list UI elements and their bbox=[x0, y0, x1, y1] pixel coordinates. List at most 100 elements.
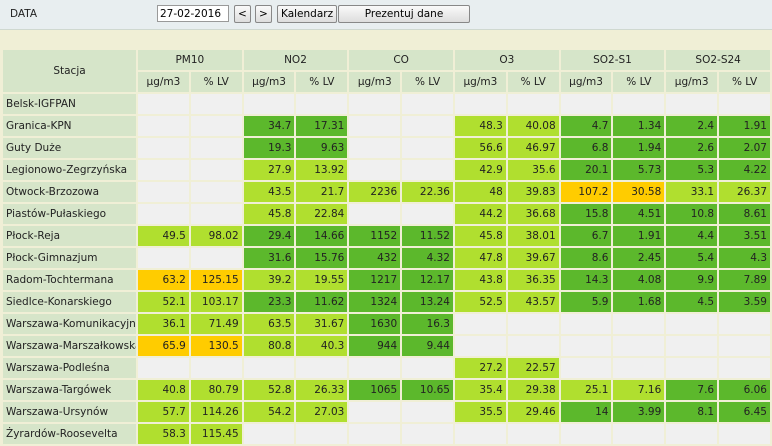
value-cell: 52.8 bbox=[243, 380, 295, 400]
value-cell: 3.51 bbox=[719, 226, 770, 246]
value-cell bbox=[507, 314, 559, 334]
value-cell: 16.3 bbox=[402, 314, 453, 334]
value-cell: 36.68 bbox=[507, 204, 559, 224]
pollutant-header: SO2-S1 bbox=[560, 50, 665, 70]
value-cell bbox=[507, 336, 559, 356]
value-cell: 9.9 bbox=[666, 270, 718, 290]
value-cell: 44.2 bbox=[454, 204, 506, 224]
value-cell bbox=[454, 94, 506, 114]
value-cell bbox=[190, 160, 242, 180]
value-cell: 52.1 bbox=[138, 292, 189, 312]
value-cell bbox=[349, 204, 401, 224]
pollutant-header: SO2-S24 bbox=[666, 50, 770, 70]
value-cell: 29.38 bbox=[507, 380, 559, 400]
value-cell: 10.65 bbox=[402, 380, 453, 400]
value-cell: 10.8 bbox=[666, 204, 718, 224]
station-name: Belsk-IGFPAN bbox=[3, 94, 136, 114]
station-name: Warszawa-Targówek bbox=[3, 380, 136, 400]
value-cell bbox=[190, 358, 242, 378]
value-cell: 80.79 bbox=[190, 380, 242, 400]
value-cell: 42.9 bbox=[454, 160, 506, 180]
value-cell: 80.8 bbox=[243, 336, 295, 356]
station-name: Siedlce-Konarskiego bbox=[3, 292, 136, 312]
value-cell: 45.8 bbox=[243, 204, 295, 224]
station-name: Granica-KPN bbox=[3, 116, 136, 136]
station-row: Płock-Gimnazjum 31.6 15.76 432 4.32 47.8 39.67… bbox=[3, 248, 770, 268]
value-cell bbox=[243, 358, 295, 378]
value-cell: 56.6 bbox=[454, 138, 506, 158]
value-cell: 33.1 bbox=[666, 182, 718, 202]
station-row: Warszawa-Podleśna 27.2 22.57 bbox=[3, 358, 770, 378]
station-name: Żyrardów-Roosevelta bbox=[3, 424, 136, 444]
station-row: Warszawa-Komunikacyjna 36.1 71.49 63.5 31.67… bbox=[3, 314, 770, 334]
value-cell bbox=[349, 358, 401, 378]
date-label: DATA bbox=[10, 8, 38, 20]
value-cell bbox=[349, 116, 401, 136]
header-row: Stacja PM10 NO2 CO O3 SO2-S1 SO2-S24 bbox=[3, 50, 770, 92]
prev-button[interactable]: < bbox=[234, 5, 251, 23]
value-cell: 17.31 bbox=[296, 116, 348, 136]
value-cell: 4.32 bbox=[402, 248, 453, 268]
station-name: Otwock-Brzozowa bbox=[3, 182, 136, 202]
station-row: Granica-KPN 34.7 17.31 48.3 40.08 4.7 1.34 2.4 1… bbox=[3, 116, 770, 136]
value-cell: 7.16 bbox=[613, 380, 665, 400]
value-cell: 26.37 bbox=[719, 182, 770, 202]
unit-header: % LV bbox=[507, 72, 559, 92]
value-cell bbox=[666, 94, 718, 114]
unit-header: % LV bbox=[613, 72, 665, 92]
unit-header: % LV bbox=[719, 72, 770, 92]
station-row: Legionowo-Zegrzyńska 27.9 13.92 42.9 35.6 20.… bbox=[3, 160, 770, 180]
value-cell: 31.6 bbox=[243, 248, 295, 268]
value-cell bbox=[719, 314, 770, 334]
value-cell bbox=[243, 424, 295, 444]
value-cell: 4.51 bbox=[613, 204, 665, 224]
value-cell: 8.6 bbox=[560, 248, 612, 268]
station-row: Siedlce-Konarskiego 52.1 103.17 23.3 11.62 13… bbox=[3, 292, 770, 312]
value-cell: 30.58 bbox=[613, 182, 665, 202]
value-cell: 27.03 bbox=[296, 402, 348, 422]
value-cell: 5.9 bbox=[560, 292, 612, 312]
value-cell bbox=[296, 358, 348, 378]
value-cell bbox=[560, 94, 612, 114]
value-cell: 43.57 bbox=[507, 292, 559, 312]
pollutant-header: O3 bbox=[454, 50, 559, 70]
value-cell: 22.57 bbox=[507, 358, 559, 378]
value-cell bbox=[190, 116, 242, 136]
value-cell: 8.1 bbox=[666, 402, 718, 422]
value-cell: 1.91 bbox=[613, 226, 665, 246]
value-cell bbox=[402, 94, 453, 114]
station-name: Płock-Reja bbox=[3, 226, 136, 246]
value-cell: 944 bbox=[349, 336, 401, 356]
value-cell bbox=[138, 138, 189, 158]
next-button[interactable]: > bbox=[255, 5, 272, 23]
value-cell bbox=[243, 94, 295, 114]
value-cell: 48.3 bbox=[454, 116, 506, 136]
value-cell bbox=[349, 94, 401, 114]
value-cell: 21.7 bbox=[296, 182, 348, 202]
value-cell: 23.3 bbox=[243, 292, 295, 312]
value-cell: 45.8 bbox=[454, 226, 506, 246]
value-cell: 6.45 bbox=[719, 402, 770, 422]
station-name: Warszawa-Ursynów bbox=[3, 402, 136, 422]
value-cell: 57.7 bbox=[138, 402, 189, 422]
value-cell bbox=[402, 160, 453, 180]
value-cell: 22.36 bbox=[402, 182, 453, 202]
calendar-button[interactable]: Kalendarz bbox=[277, 5, 338, 23]
value-cell bbox=[138, 248, 189, 268]
date-input[interactable] bbox=[157, 5, 229, 22]
station-name: Piastów-Pułaskiego bbox=[3, 204, 136, 224]
value-cell bbox=[402, 204, 453, 224]
present-button[interactable]: Prezentuj dane bbox=[338, 5, 470, 23]
value-cell: 20.1 bbox=[560, 160, 612, 180]
value-cell: 7.6 bbox=[666, 380, 718, 400]
value-cell: 35.4 bbox=[454, 380, 506, 400]
value-cell: 5.73 bbox=[613, 160, 665, 180]
station-name: Radom-Tochtermana bbox=[3, 270, 136, 290]
value-cell: 7.89 bbox=[719, 270, 770, 290]
value-cell: 6.06 bbox=[719, 380, 770, 400]
value-cell bbox=[402, 402, 453, 422]
value-cell bbox=[507, 424, 559, 444]
value-cell: 26.33 bbox=[296, 380, 348, 400]
value-cell: 39.83 bbox=[507, 182, 559, 202]
value-cell: 98.02 bbox=[190, 226, 242, 246]
